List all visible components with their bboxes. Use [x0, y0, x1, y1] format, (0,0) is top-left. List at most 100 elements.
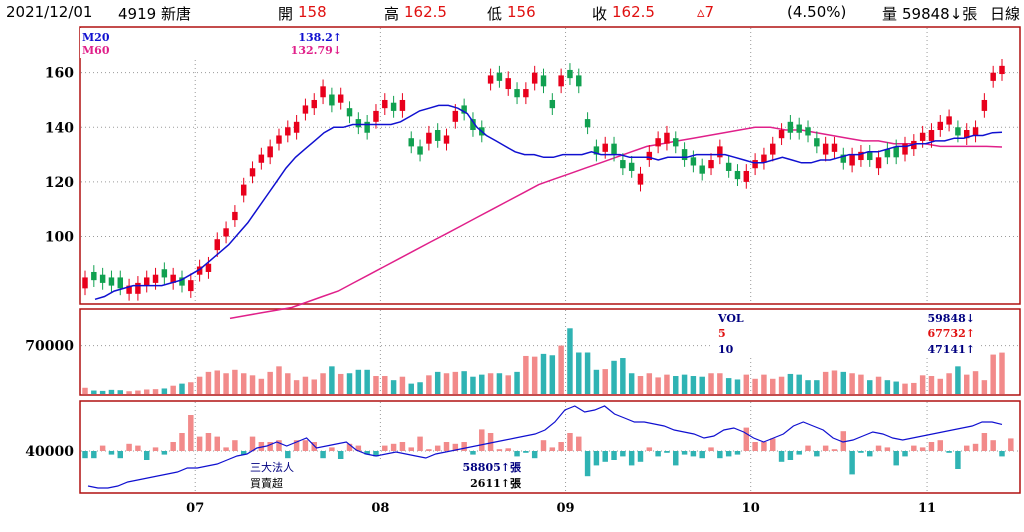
- ma60-legend-value: 132.79↓: [291, 44, 342, 57]
- inst-bar: [955, 451, 961, 469]
- candle-body: [752, 160, 758, 169]
- inst-bar: [82, 451, 88, 459]
- volume-bar: [329, 366, 335, 394]
- candle-body: [673, 138, 679, 147]
- inst-bar: [293, 440, 300, 451]
- candle-body: [576, 75, 582, 87]
- period-label: 日線: [990, 5, 1021, 23]
- candle-body: [152, 274, 159, 283]
- inst-bar: [902, 451, 908, 457]
- inst-bar: [725, 451, 732, 457]
- candle-body: [822, 143, 829, 155]
- volume-bar: [875, 376, 882, 394]
- volume-bar: [426, 375, 432, 394]
- candle-body: [770, 143, 776, 155]
- candle-body: [628, 162, 635, 171]
- inst-bar: [355, 445, 362, 451]
- candle-body: [919, 132, 926, 141]
- inst-bar: [1008, 438, 1014, 451]
- low-value: 156: [507, 3, 536, 21]
- candle-body: [258, 154, 265, 163]
- candle-body: [126, 285, 132, 294]
- inst-bar: [505, 448, 511, 451]
- inst-bar: [884, 447, 891, 451]
- vol-legend-name: VOL: [717, 312, 744, 325]
- candle-body: [355, 119, 362, 128]
- candles: [82, 59, 1005, 301]
- volume-bar: [373, 376, 379, 394]
- price-panel-frame: [79, 26, 1021, 305]
- candle-body: [470, 119, 476, 131]
- candle-body: [337, 94, 344, 103]
- volume-value: 59848↓張: [902, 5, 978, 23]
- inst-bar: [240, 451, 247, 455]
- inst-bar: [717, 451, 723, 459]
- candle-body: [893, 146, 899, 158]
- candle-body: [426, 132, 432, 144]
- volume-bar: [408, 383, 414, 394]
- price-legend: M20 138.2↑ M60 132.79↓: [80, 28, 344, 58]
- inst-bar: [99, 445, 106, 451]
- quote-header: 2021/12/01 4919 新唐 開 158 高 162.5 低 156 收…: [0, 0, 1024, 26]
- volume-bar: [390, 380, 397, 394]
- candle-body: [135, 282, 141, 294]
- volume-bar: [699, 376, 705, 394]
- inst-bar: [179, 433, 185, 451]
- inst-bar: [611, 451, 617, 460]
- low-label: 低: [487, 5, 503, 23]
- ma60-line: [229, 126, 1003, 320]
- candle-body: [329, 94, 335, 106]
- inst-bar: [496, 449, 503, 451]
- volume-bar: [311, 379, 317, 394]
- volume-bar: [858, 374, 864, 394]
- inst-bar: [461, 442, 467, 451]
- inst-bar: [681, 451, 688, 455]
- volume-bar: [179, 383, 185, 394]
- candle-body: [188, 280, 194, 292]
- inst-bar: [531, 451, 538, 459]
- inst-bar: [399, 442, 406, 451]
- candle-body: [417, 146, 423, 155]
- volume-bar: [752, 378, 758, 394]
- volume-bar: [443, 373, 450, 394]
- volume-bar: [320, 373, 326, 394]
- candle-body: [117, 277, 124, 289]
- volume-bar: [593, 369, 600, 394]
- volume-bar: [805, 380, 811, 394]
- volume-bar: [796, 374, 802, 394]
- candle-body: [690, 157, 697, 166]
- inst-bar: [417, 436, 423, 451]
- candle-body: [382, 99, 388, 109]
- inst-bar: [919, 447, 926, 451]
- volume-bar: [487, 373, 494, 394]
- volume-bar: [267, 371, 273, 394]
- candle-body: [787, 121, 794, 133]
- volume-bar: [461, 371, 467, 394]
- volume-bar: [108, 389, 115, 394]
- volume-panel-frame: [79, 308, 1021, 396]
- high-label: 高: [384, 5, 400, 23]
- inst-bar: [963, 445, 970, 451]
- volume-bar: [382, 376, 388, 394]
- candle-body: [946, 116, 952, 125]
- volume-bar: [232, 369, 238, 394]
- quote-date: 2021/12/01: [6, 3, 93, 21]
- candle-body: [346, 108, 353, 117]
- volume-bar: [637, 376, 644, 394]
- volume-bar: [664, 374, 670, 394]
- candle-body: [452, 110, 459, 122]
- volume-label: 量: [882, 5, 898, 23]
- volume-bar: [434, 371, 441, 394]
- inst-bar: [337, 451, 344, 460]
- month-label: 07: [186, 501, 204, 516]
- volume-bar: [673, 376, 679, 394]
- inst-bar: [214, 436, 220, 451]
- volume-bar: [355, 369, 362, 394]
- candle-body: [584, 119, 591, 128]
- volume-bar: [531, 356, 538, 394]
- volume-bar: [787, 373, 794, 394]
- inst-bar: [514, 451, 520, 457]
- inst-bar: [373, 451, 379, 457]
- inst-bar: [620, 451, 626, 457]
- inst-bar: [364, 451, 370, 455]
